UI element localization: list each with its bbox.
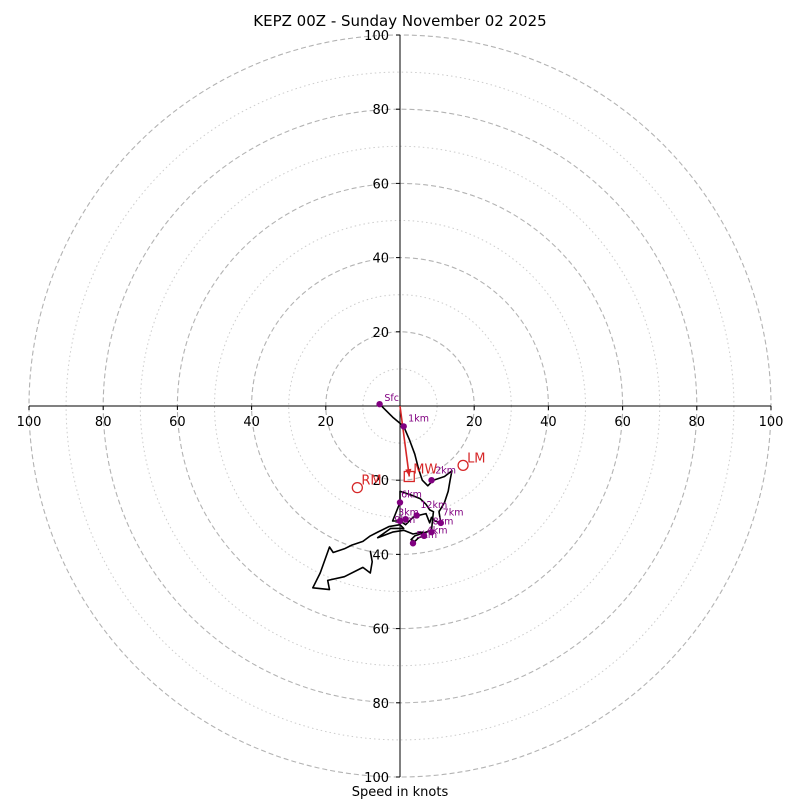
x-tick-label: 80 [95, 415, 112, 430]
height-label-12km: 12km [420, 500, 447, 511]
hodograph-trace-line [311, 403, 453, 591]
height-marker-8km [428, 528, 435, 536]
x-tick-label: 40 [243, 415, 260, 430]
axis-tick-labels: 100 100 80 80 60 60 40 40 20 20 20 20 40 40 60 60 80 80 10… [17, 29, 784, 786]
hodograph-traces [311, 403, 453, 591]
height-label-8km: 8km [433, 517, 454, 528]
x-tick-label: 40 [540, 415, 557, 430]
y-tick-label: 100 [364, 29, 389, 44]
y-tick-label: 40 [372, 252, 389, 267]
storm-motion-rm-marker [351, 481, 363, 494]
height-label-4km: 4km [427, 525, 448, 536]
x-axis-label: Speed in knots [352, 785, 449, 800]
x-tick-label: 100 [17, 415, 42, 430]
y-tick-label: 60 [372, 623, 389, 638]
storm-motion-lm-marker [457, 459, 469, 472]
height-marker-sfc [376, 400, 383, 408]
height-label-sfc: Sfc [384, 393, 399, 404]
height-marker-5km [409, 540, 417, 547]
x-tick-label: 60 [614, 415, 631, 430]
storm-motion-mw-label: MW [413, 462, 437, 477]
x-tick-label: 80 [689, 415, 706, 430]
height-label-2km: 2km [435, 466, 456, 477]
y-tick-label: 80 [372, 103, 389, 118]
y-tick-label: 20 [372, 326, 389, 341]
height-marker-2km [428, 477, 435, 484]
height-marker-7km [437, 519, 445, 527]
height-label-3km: 3km [398, 507, 419, 518]
height-marker-6km [396, 499, 404, 506]
x-tick-label: 100 [759, 415, 784, 430]
storm-motion-lm-label: LM [467, 451, 485, 466]
x-tick-label: 20 [466, 415, 483, 430]
x-tick-label: 60 [169, 415, 186, 430]
height-marker-1km [400, 423, 407, 430]
shear-vector-arrowhead [405, 468, 412, 477]
y-tick-label: 20 [372, 474, 389, 489]
height-label-9km: 9km [394, 515, 415, 526]
height-label-7km: 7km [443, 507, 464, 518]
x-tick-label: 20 [318, 415, 335, 430]
chart-title: KEPZ 00Z - Sunday November 02 2025 [253, 12, 546, 30]
storm-motion-rm-label: RM [361, 474, 381, 489]
height-marker-4km [420, 532, 428, 540]
height-label-6km: 6km [401, 489, 422, 500]
height-label-1km: 1km [408, 414, 429, 425]
y-tick-label: 40 [372, 548, 389, 563]
height-marker-3km [402, 515, 409, 523]
storm-motion-markers: LM RM MW [351, 451, 486, 494]
height-marker-9km [396, 517, 404, 525]
y-tick-label: 60 [372, 177, 389, 192]
y-tick-label: 80 [372, 697, 389, 712]
y-tick-label: 100 [364, 771, 389, 786]
storm-motion-mw-marker [403, 470, 415, 483]
height-marker-12km [413, 512, 420, 519]
height-label-5km: 5km [416, 530, 437, 541]
shear-vector-line [399, 405, 411, 477]
